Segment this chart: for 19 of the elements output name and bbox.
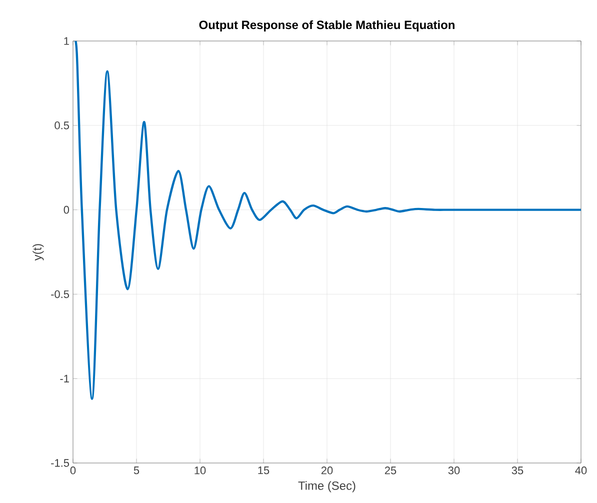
- y-axis-title: y(t): [32, 244, 44, 261]
- y-tick-label: -1: [60, 374, 69, 382]
- y-tick-label: -1.5: [51, 459, 70, 467]
- x-tick-label: 0: [70, 466, 76, 474]
- x-tick-label: 10: [194, 466, 206, 474]
- y-tick-label: 0.5: [54, 122, 70, 130]
- x-tick-label: 40: [575, 466, 587, 474]
- x-tick-label: 35: [512, 466, 524, 474]
- x-tick-label: 30: [448, 466, 460, 474]
- chart-title: Output Response of Stable Mathieu Equation: [199, 20, 454, 32]
- x-tick-label: 5: [134, 466, 140, 474]
- x-tick-label: 20: [321, 466, 333, 474]
- y-tick-label: 1: [64, 37, 69, 45]
- x-tick-label: 25: [384, 466, 396, 474]
- line-series: [73, 40, 581, 400]
- x-axis-title: Time (Sec): [298, 481, 356, 492]
- y-tick-label: 0: [64, 206, 70, 214]
- x-tick-label: 15: [258, 466, 270, 474]
- y-tick-label: -0.5: [51, 290, 70, 298]
